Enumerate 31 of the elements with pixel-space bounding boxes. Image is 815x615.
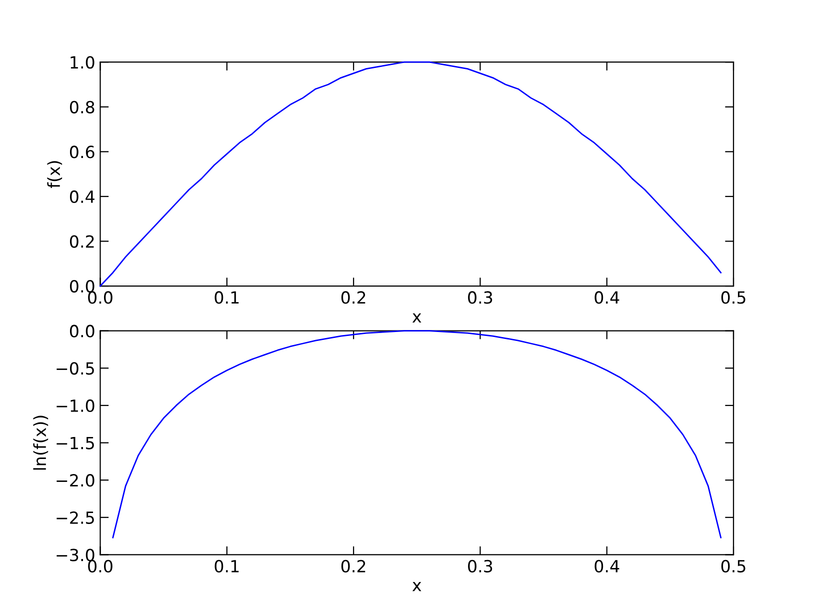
y-tick-label: −2.0 — [56, 474, 94, 487]
x-tick-label: 0.1 — [214, 560, 239, 572]
x-tick-label: 0.3 — [468, 560, 492, 572]
y-tick-label: −2.5 — [56, 511, 94, 524]
x-tick-label: 0.0 — [88, 291, 112, 304]
x-axis-title: x — [412, 582, 422, 592]
y-axis-title: f(x) — [47, 161, 62, 188]
y-axis-title: ln(f(x)) — [33, 416, 48, 470]
x-tick-label: 0.1 — [214, 291, 239, 304]
x-tick-label: 0.2 — [341, 560, 366, 572]
x-tick-label: 0.3 — [468, 291, 492, 304]
y-tick-label: 0.6 — [70, 146, 94, 158]
y-tick-label: 0.0 — [70, 324, 94, 338]
x-tick-label: 0.5 — [721, 291, 746, 304]
y-tick-label: −1.0 — [56, 399, 94, 412]
x-tick-label: 0.4 — [594, 560, 620, 572]
x-axis-title: x — [412, 313, 422, 322]
y-tick-label: 0.2 — [70, 235, 94, 248]
x-tick-label: 0.4 — [594, 291, 620, 304]
y-tick-label: −0.5 — [56, 362, 94, 375]
line-series — [100, 61, 722, 287]
line-series — [112, 330, 722, 538]
y-tick-label: 0.8 — [70, 100, 94, 114]
y-tick-label: −1.5 — [56, 436, 94, 450]
y-tick-label: −3.0 — [56, 548, 94, 562]
x-tick-label: 0.2 — [341, 291, 366, 304]
x-tick-label: 0.5 — [721, 560, 746, 572]
y-tick-label: 0.0 — [70, 280, 94, 293]
y-tick-label: 1.0 — [70, 56, 94, 69]
y-tick-label: 0.4 — [70, 190, 94, 204]
x-tick-label: 0.0 — [88, 560, 112, 572]
